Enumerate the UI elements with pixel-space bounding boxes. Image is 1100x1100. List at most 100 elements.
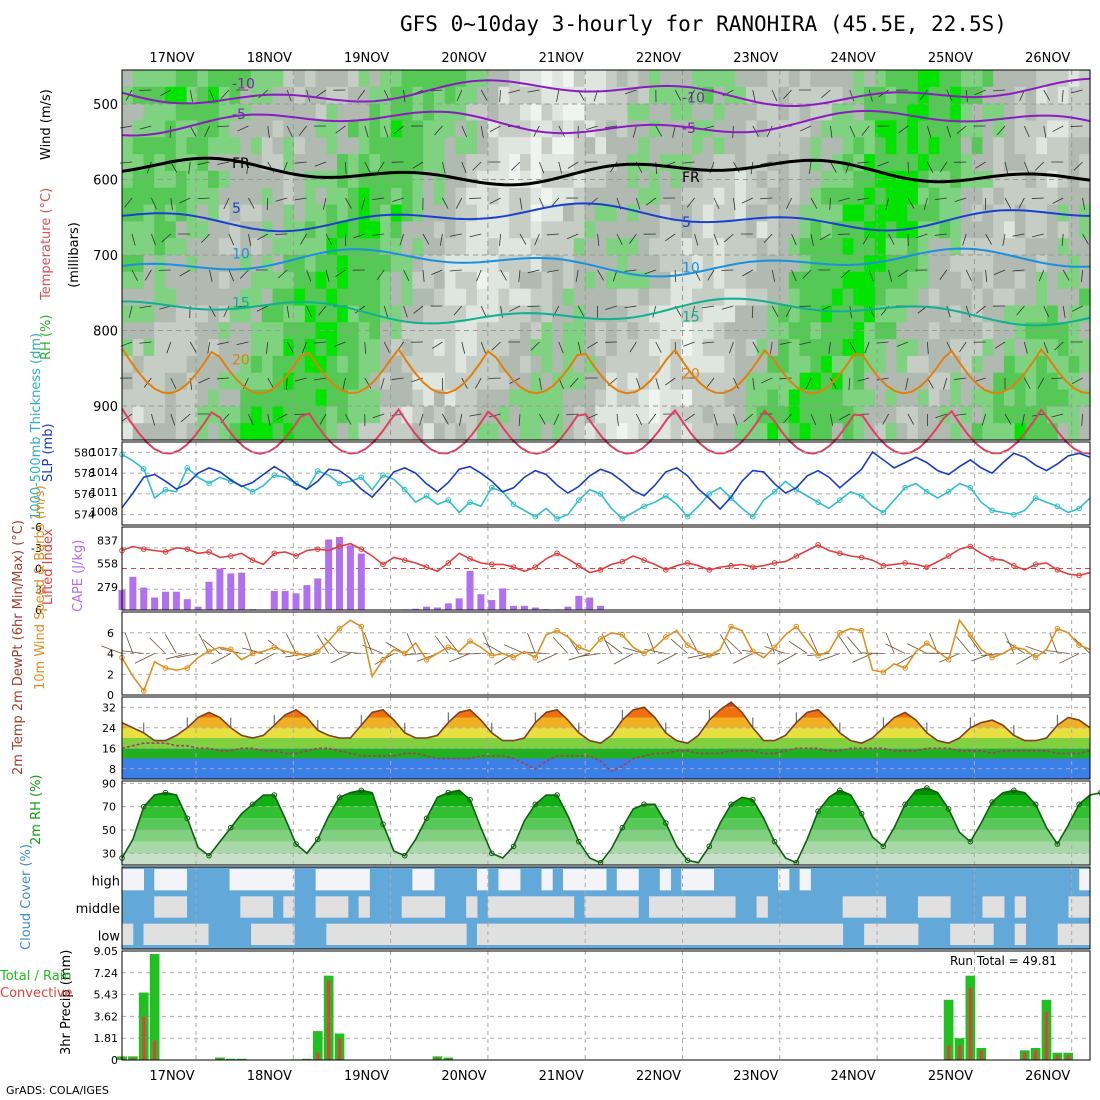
rh-cell bbox=[917, 238, 930, 256]
rh-cell bbox=[724, 238, 736, 256]
rh-cell bbox=[412, 322, 424, 340]
rh-cell bbox=[455, 288, 467, 307]
precip-tick: 9.05 bbox=[94, 945, 119, 958]
thickness-line-point bbox=[619, 515, 626, 522]
wind-speed-line-point bbox=[358, 623, 365, 630]
rh-cell bbox=[982, 255, 994, 273]
rh-cell bbox=[175, 406, 188, 424]
panel-frame bbox=[121, 780, 1091, 866]
rh-cell bbox=[562, 423, 575, 441]
rh-cell bbox=[154, 339, 166, 357]
rh-cell bbox=[874, 187, 887, 206]
thickness-line-point bbox=[1054, 503, 1061, 510]
wind-barb bbox=[868, 269, 874, 282]
temp-tick: 16 bbox=[102, 742, 116, 755]
lifted-index-line-point bbox=[1054, 567, 1061, 573]
lifted-index-line-point bbox=[1011, 562, 1017, 569]
rh-cell bbox=[337, 120, 349, 138]
wind-barb bbox=[946, 125, 952, 138]
rh-cell bbox=[347, 170, 360, 189]
rh-cell bbox=[810, 70, 822, 88]
rh-cell bbox=[487, 154, 500, 172]
wind-barb bbox=[829, 197, 831, 211]
rh-cell bbox=[745, 204, 758, 222]
rh-cell bbox=[756, 288, 768, 307]
wind-barb bbox=[419, 413, 424, 426]
rh-cell bbox=[165, 70, 177, 88]
rh-cell bbox=[659, 120, 672, 138]
rh-cell bbox=[788, 238, 801, 256]
rh-cell bbox=[218, 120, 231, 138]
precip-conv-bar bbox=[1066, 1055, 1070, 1060]
wind-speed-line-point bbox=[641, 650, 647, 657]
date-label-bottom: 20NOV bbox=[441, 1069, 486, 1084]
rh-cell bbox=[735, 221, 747, 239]
wind-speed-line-point bbox=[858, 627, 865, 634]
rh-cell bbox=[971, 221, 984, 239]
rh-cell bbox=[756, 154, 768, 172]
rh-cell bbox=[509, 238, 521, 256]
rh-cell bbox=[960, 372, 973, 391]
lifted-index-line-point bbox=[837, 550, 843, 557]
wind-barb bbox=[422, 269, 425, 282]
rh-cell bbox=[745, 221, 758, 239]
cloud-cell bbox=[476, 923, 489, 945]
rh-cell bbox=[132, 238, 145, 256]
rh-cell bbox=[692, 288, 704, 307]
rh-cell bbox=[229, 372, 241, 391]
rh-cell bbox=[466, 423, 478, 441]
wind-barb bbox=[686, 197, 695, 208]
rh-cell bbox=[670, 255, 682, 273]
rh-cell bbox=[842, 170, 854, 189]
rh-cell bbox=[154, 423, 166, 441]
wind-barb bbox=[981, 413, 986, 426]
rh-cell bbox=[390, 288, 403, 307]
wind-speed-line-point bbox=[1054, 625, 1061, 632]
thickness-line-point bbox=[467, 499, 473, 505]
rh-cell bbox=[390, 305, 403, 323]
rh-cell bbox=[154, 288, 166, 307]
rh-cell bbox=[132, 70, 145, 88]
rh-cell bbox=[466, 305, 478, 323]
wind-barb bbox=[556, 89, 560, 102]
rh-cell bbox=[509, 271, 521, 290]
wind-barb bbox=[188, 161, 191, 174]
rh-cell bbox=[960, 137, 973, 155]
rh-cell bbox=[638, 137, 650, 155]
rh-cell bbox=[208, 221, 220, 239]
wind-barb bbox=[159, 305, 171, 310]
rh-cell bbox=[659, 406, 672, 424]
rh-tick: 90 bbox=[102, 777, 116, 790]
rh-cell bbox=[1079, 221, 1091, 239]
wind-barb bbox=[788, 640, 808, 654]
cloud-cell bbox=[337, 896, 349, 918]
rh-cell bbox=[154, 103, 166, 122]
rh-cell bbox=[294, 120, 306, 138]
rh-cell bbox=[143, 423, 155, 441]
rh-cell bbox=[240, 221, 252, 239]
rh-cell bbox=[251, 187, 263, 206]
wind-barb bbox=[314, 377, 327, 381]
rh-cell bbox=[831, 339, 844, 357]
rh-cell bbox=[1003, 187, 1016, 206]
rh-cell bbox=[218, 86, 231, 105]
rh-cell bbox=[767, 355, 779, 374]
rh-cell bbox=[982, 221, 994, 239]
rh-cell bbox=[380, 154, 392, 172]
rh-cell bbox=[530, 70, 543, 88]
wind-barb bbox=[198, 377, 210, 384]
wind-barb bbox=[783, 413, 792, 424]
rh-cell bbox=[562, 288, 575, 307]
rh-cell bbox=[960, 120, 973, 138]
rh-line-point bbox=[641, 801, 647, 808]
wind-barb bbox=[810, 197, 818, 209]
rh-cell bbox=[1079, 238, 1091, 256]
wind-barb bbox=[934, 233, 947, 236]
rh-cell bbox=[154, 221, 166, 239]
rh-cell bbox=[928, 86, 941, 105]
rh-cell bbox=[143, 271, 155, 290]
wind-barb bbox=[670, 638, 688, 654]
rh-cell bbox=[541, 389, 553, 407]
wind-barb bbox=[597, 269, 604, 281]
rh-cell bbox=[638, 255, 650, 273]
